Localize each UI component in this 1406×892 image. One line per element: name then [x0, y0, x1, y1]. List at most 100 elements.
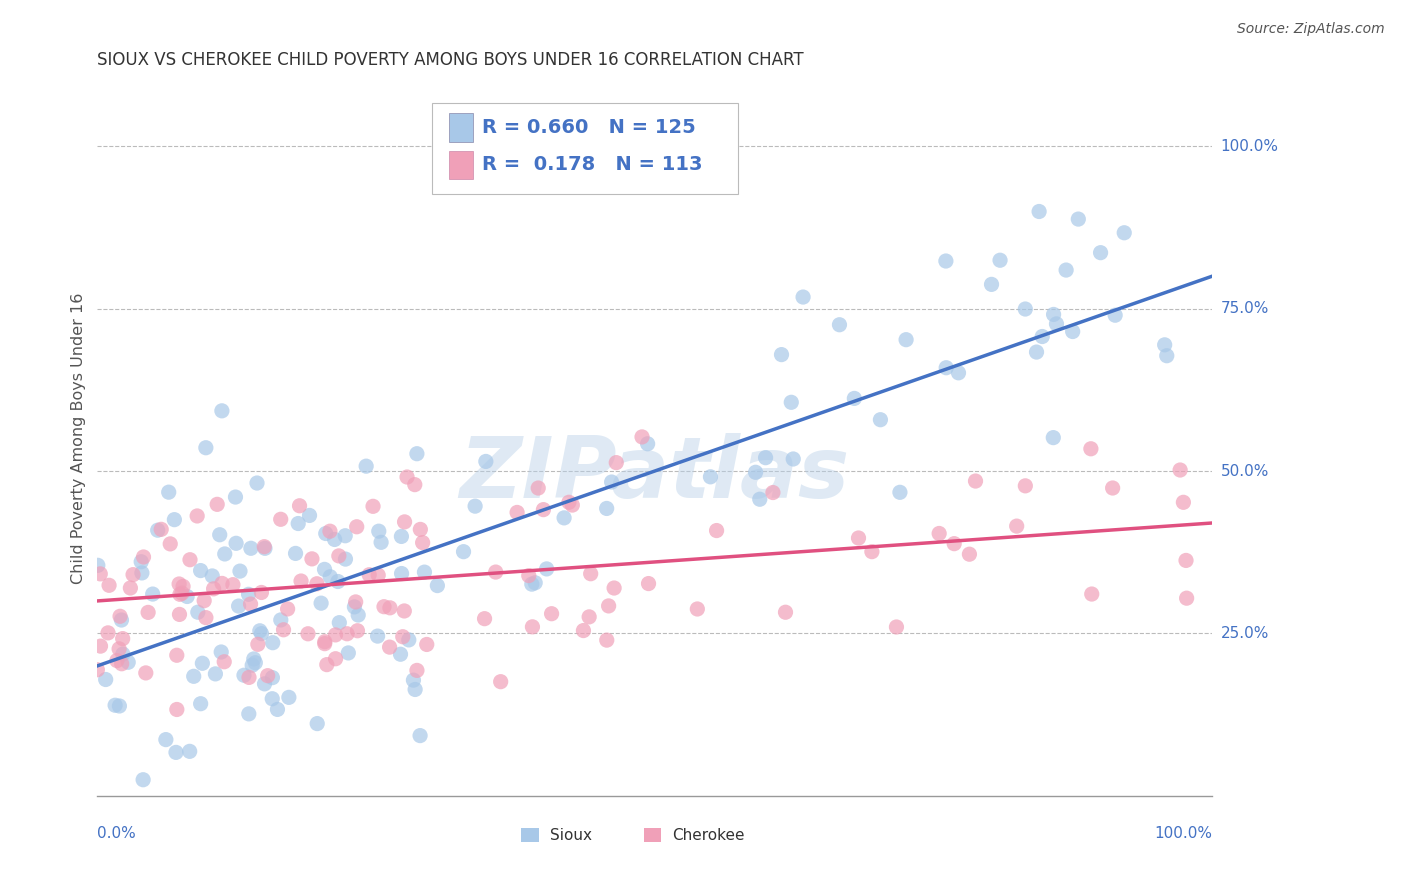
- Point: [416, 637, 439, 651]
- Point: [325, 628, 347, 642]
- Point: [194, 610, 217, 624]
- Point: [208, 527, 231, 541]
- Point: [346, 520, 368, 534]
- Point: [755, 450, 778, 465]
- Point: [146, 523, 169, 537]
- Point: [394, 515, 416, 529]
- Point: [314, 562, 336, 576]
- Point: [301, 552, 323, 566]
- Point: [277, 690, 299, 705]
- Point: [172, 579, 194, 593]
- Point: [595, 501, 617, 516]
- Point: [253, 541, 276, 556]
- Point: [540, 607, 562, 621]
- Point: [1045, 317, 1067, 331]
- Point: [605, 456, 627, 470]
- Point: [201, 569, 224, 583]
- Point: [170, 586, 193, 600]
- Point: [1014, 301, 1036, 316]
- Point: [389, 529, 412, 543]
- Point: [1104, 308, 1126, 322]
- Point: [378, 600, 401, 615]
- Point: [250, 626, 273, 640]
- FancyBboxPatch shape: [522, 828, 538, 842]
- Point: [1025, 345, 1047, 359]
- Point: [98, 578, 121, 592]
- Point: [894, 333, 917, 347]
- Point: [243, 652, 266, 666]
- Point: [988, 253, 1011, 268]
- Point: [253, 540, 276, 554]
- Point: [409, 523, 432, 537]
- Point: [297, 627, 319, 641]
- Point: [89, 639, 111, 653]
- Point: [111, 632, 134, 646]
- Point: [464, 499, 486, 513]
- Point: [183, 669, 205, 683]
- Point: [169, 587, 191, 601]
- Point: [117, 655, 139, 669]
- Point: [89, 566, 111, 581]
- Point: [105, 654, 128, 668]
- Point: [209, 645, 232, 659]
- Point: [239, 597, 262, 611]
- Point: [270, 613, 292, 627]
- Point: [943, 536, 966, 550]
- Point: [631, 430, 654, 444]
- Point: [142, 587, 165, 601]
- Point: [553, 511, 575, 525]
- Text: R = 0.660   N = 125: R = 0.660 N = 125: [482, 119, 696, 137]
- Point: [485, 565, 508, 579]
- Point: [202, 582, 225, 596]
- Point: [935, 254, 957, 268]
- Point: [412, 535, 434, 549]
- Point: [391, 630, 413, 644]
- Point: [889, 485, 911, 500]
- Point: [211, 404, 233, 418]
- Point: [159, 537, 181, 551]
- Point: [686, 602, 709, 616]
- Point: [315, 657, 337, 672]
- Point: [744, 465, 766, 479]
- Point: [238, 706, 260, 721]
- Point: [337, 646, 360, 660]
- Point: [211, 576, 233, 591]
- Point: [561, 498, 583, 512]
- Point: [167, 577, 190, 591]
- Text: ZIPatlas: ZIPatlas: [460, 433, 849, 516]
- Point: [246, 476, 269, 491]
- Point: [579, 566, 602, 581]
- Point: [150, 522, 173, 536]
- Point: [378, 640, 401, 654]
- Point: [1175, 553, 1198, 567]
- Point: [193, 593, 215, 607]
- Point: [1173, 495, 1195, 509]
- Point: [770, 348, 793, 362]
- Point: [792, 290, 814, 304]
- Point: [326, 574, 349, 589]
- Point: [328, 549, 350, 563]
- Point: [762, 485, 785, 500]
- Point: [409, 729, 432, 743]
- Point: [238, 587, 260, 601]
- Point: [111, 657, 134, 671]
- Point: [305, 576, 328, 591]
- Point: [132, 549, 155, 564]
- Point: [186, 508, 208, 523]
- Point: [475, 454, 498, 468]
- Point: [224, 490, 246, 504]
- Point: [108, 609, 131, 624]
- Point: [222, 577, 245, 591]
- Point: [1101, 481, 1123, 495]
- Text: 0.0%: 0.0%: [97, 826, 136, 841]
- Point: [1031, 329, 1053, 343]
- Point: [104, 698, 127, 713]
- Point: [506, 505, 529, 519]
- Point: [179, 744, 201, 758]
- Point: [474, 612, 496, 626]
- Point: [578, 610, 600, 624]
- Point: [287, 516, 309, 531]
- Point: [229, 564, 252, 578]
- Point: [1067, 212, 1090, 227]
- Point: [531, 502, 554, 516]
